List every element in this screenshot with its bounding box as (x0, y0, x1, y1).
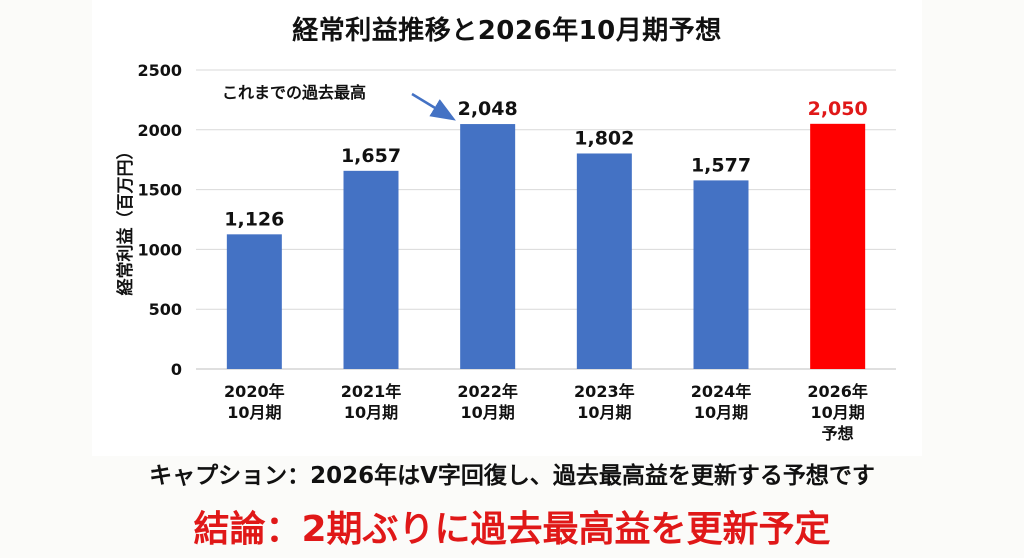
x-tick-label: 10月期 (461, 403, 515, 422)
data-label: 1,802 (574, 127, 634, 149)
bar (693, 180, 749, 369)
x-tick-label: 10月期 (694, 403, 748, 422)
conclusion-text: 結論：2期ぶりに過去最高益を更新予定 (193, 509, 831, 550)
x-tick-label: 2026年 (807, 382, 868, 401)
x-tick-label: 2020年 (224, 382, 285, 401)
bar (810, 123, 866, 369)
annotation-arrow (411, 92, 456, 121)
y-tick-label: 0 (171, 360, 182, 379)
x-tick-label: 予想 (822, 424, 854, 443)
y-tick-label: 2500 (137, 61, 182, 80)
bar (343, 170, 399, 369)
chart-title: 経常利益推移と2026年10月期予想 (292, 16, 722, 46)
x-tick-label: 2022年 (457, 382, 518, 401)
x-tick-label: 10月期 (811, 403, 865, 422)
caption-text: キャプション：2026年はV字回復し、過去最高益を更新する予想です (149, 463, 875, 489)
y-tick-label: 1500 (137, 181, 182, 200)
x-tick-label: 10月期 (577, 403, 631, 422)
data-label: 1,126 (224, 208, 284, 230)
x-tick-label: 10月期 (344, 403, 398, 422)
bar (226, 234, 282, 369)
annotation-text: これまでの過去最高 (222, 83, 366, 102)
y-tick-label: 500 (149, 300, 182, 319)
x-tick-label: 2024年 (691, 382, 752, 401)
data-label: 1,577 (691, 154, 751, 176)
x-tick-label: 2021年 (341, 382, 402, 401)
y-tick-label: 2000 (137, 121, 182, 140)
x-tick-label: 10月期 (227, 403, 281, 422)
bar (460, 124, 516, 369)
x-tick-label: 2023年 (574, 382, 635, 401)
data-label: 1,657 (341, 145, 401, 167)
bar (576, 153, 632, 369)
bar-chart: 0 500 1000 1500 2000 2500 経常利益（百万円） 1,126 2020年 1… (115, 61, 896, 443)
data-label: 2,048 (458, 98, 518, 120)
data-label: 2,050 (808, 98, 868, 120)
y-axis-label: 経常利益（百万円） (115, 143, 136, 296)
y-tick-label: 1000 (137, 240, 182, 259)
